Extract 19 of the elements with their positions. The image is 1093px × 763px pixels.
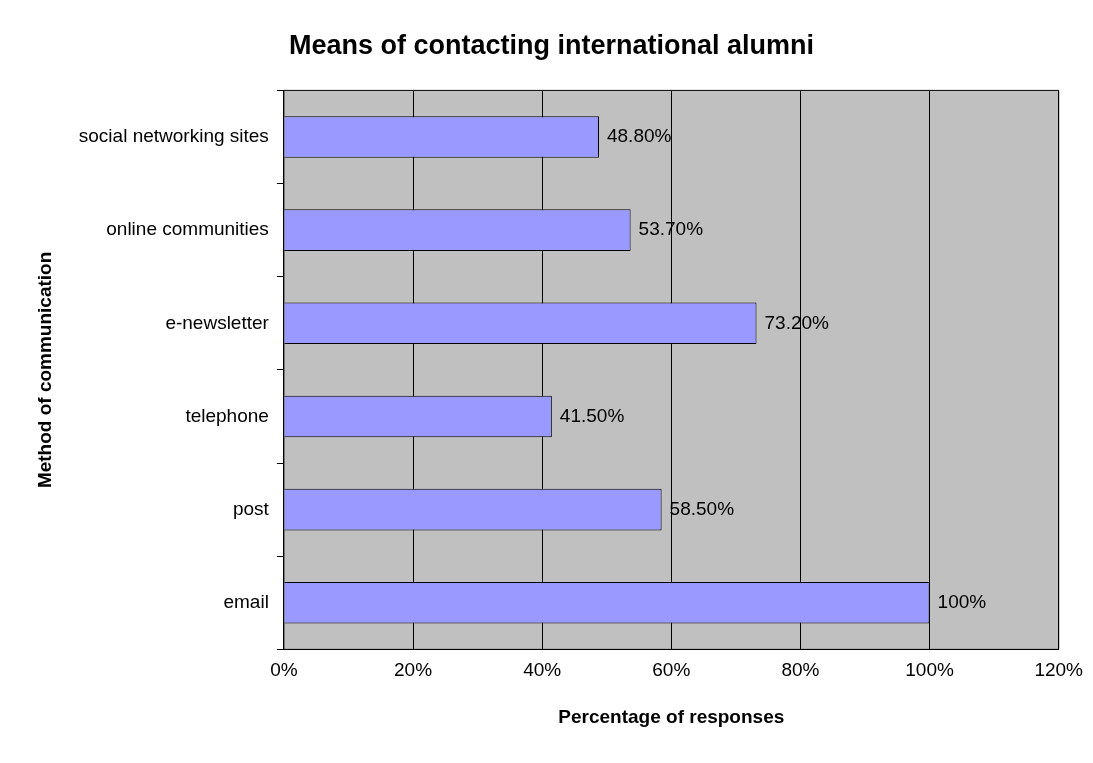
data-label: 41.50%	[559, 404, 625, 426]
x-tick-label: 20%	[394, 659, 433, 681]
chart-title: Means of contacting international alumni	[288, 29, 815, 60]
y-tick-label: post	[232, 497, 270, 519]
x-tick-label: 120%	[1034, 659, 1084, 681]
y-tick-label: social networking sites	[78, 125, 269, 147]
y-tick-label: telephone	[185, 404, 269, 426]
y-tick-label: online communities	[106, 218, 269, 240]
y-axis-title: Method of communication	[33, 251, 55, 489]
x-tick-label: 40%	[523, 659, 562, 681]
y-tick-label: email	[223, 591, 269, 613]
x-tick-label: 80%	[781, 659, 820, 681]
x-tick-label: 0%	[270, 659, 298, 681]
y-tick-label: e-newsletter	[165, 311, 270, 333]
x-axis-title: Percentage of responses	[558, 705, 785, 727]
data-label: 48.80%	[606, 125, 672, 147]
x-tick-label: 100%	[905, 659, 954, 681]
data-label: 100%	[937, 591, 987, 613]
x-tick-label: 60%	[652, 659, 691, 681]
